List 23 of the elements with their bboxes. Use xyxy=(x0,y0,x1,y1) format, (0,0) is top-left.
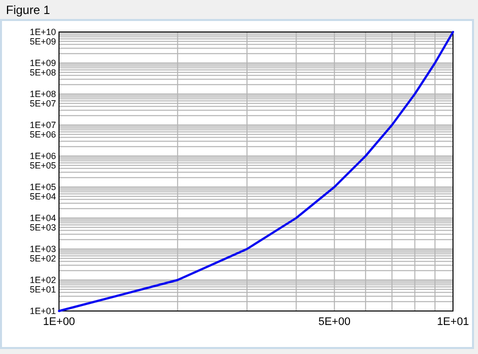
y-tick-label: 1E+06 xyxy=(30,151,56,162)
y-tick-label: 1E+08 xyxy=(30,89,56,100)
x-tick-label: 1E+01 xyxy=(436,316,470,328)
y-tick-label: 5E+03 xyxy=(30,222,56,232)
y-tick-label: 1E+05 xyxy=(30,182,56,192)
x-tick-label: 5E+00 xyxy=(318,316,350,328)
y-tick-label: 5E+08 xyxy=(30,67,56,78)
chart-title: Figure 1 xyxy=(6,3,50,17)
y-tick-label: 1E+03 xyxy=(30,244,56,254)
y-tick-label: 5E+09 xyxy=(30,36,56,46)
x-tick-label: 1E+00 xyxy=(42,316,76,328)
y-tick-label: 1E+02 xyxy=(30,275,56,286)
y-tick-label: 1E+04 xyxy=(30,213,56,224)
y-tick-label: 5E+04 xyxy=(30,191,56,202)
y-tick-label: 1E+07 xyxy=(30,120,56,130)
y-tick-label: 5E+01 xyxy=(30,284,56,294)
y-tick-label: 1E+10 xyxy=(30,27,56,38)
y-tick-label: 1E+01 xyxy=(30,306,56,316)
y-tick-label: 1E+09 xyxy=(30,58,56,68)
y-tick-label: 5E+07 xyxy=(30,98,56,108)
y-tick-label: 5E+05 xyxy=(30,160,56,170)
y-tick-label: 5E+06 xyxy=(30,129,56,140)
y-tick-label: 5E+02 xyxy=(30,253,56,264)
